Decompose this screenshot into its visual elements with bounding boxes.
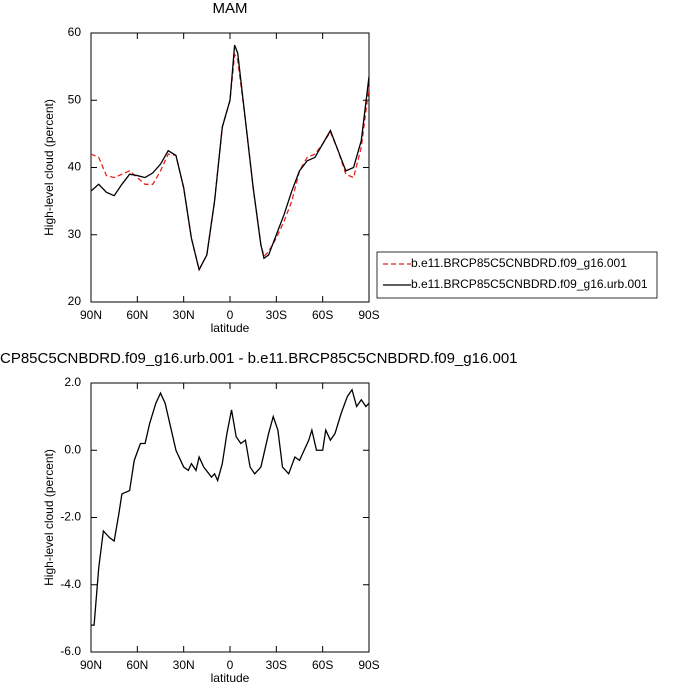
x-tick-label: 30N bbox=[173, 658, 195, 672]
y-tick-label: 40 bbox=[68, 160, 82, 174]
x-tick-label: 60N bbox=[126, 658, 148, 672]
x-tick-label: 30S bbox=[266, 308, 287, 322]
legend-box bbox=[376, 251, 658, 299]
x-tick-label: 90S bbox=[358, 308, 379, 322]
plot-frame bbox=[90, 32, 370, 303]
x-axis-label: latitude bbox=[211, 671, 250, 685]
x-tick-label: 0 bbox=[227, 658, 234, 672]
data-line bbox=[90, 44, 370, 272]
chart-title: MAM bbox=[213, 0, 248, 17]
y-axis-label: High-level cloud (percent) bbox=[42, 449, 56, 586]
y-tick-label: 0.0 bbox=[64, 442, 81, 456]
data-line bbox=[91, 388, 370, 626]
y-tick-label: -4.0 bbox=[60, 577, 81, 591]
y-tick-label: -6.0 bbox=[60, 644, 81, 658]
legend-label: b.e11.BRCP85C5CNBDRD.f09_g16.urb.001 bbox=[411, 277, 648, 291]
y-tick-label: 30 bbox=[68, 227, 82, 241]
x-tick-label: 60N bbox=[126, 308, 148, 322]
y-tick-label: -2.0 bbox=[60, 510, 81, 524]
chart-title: CP85C5CNBDRD.f09_g16.urb.001 - b.e11.BRC… bbox=[0, 350, 518, 367]
x-tick-label: 60S bbox=[312, 308, 333, 322]
x-axis-label: latitude bbox=[211, 321, 250, 335]
y-tick-label: 50 bbox=[68, 92, 82, 106]
data-line bbox=[90, 52, 370, 272]
x-tick-label: 90N bbox=[80, 308, 102, 322]
x-tick-label: 60S bbox=[312, 658, 333, 672]
plot-frame bbox=[90, 382, 370, 653]
x-tick-label: 90N bbox=[80, 658, 102, 672]
y-tick-label: 20 bbox=[68, 294, 82, 308]
x-tick-label: 30N bbox=[173, 308, 195, 322]
legend-label: b.e11.BRCP85C5CNBDRD.f09_g16.001 bbox=[411, 256, 627, 270]
y-tick-label: 2.0 bbox=[64, 375, 81, 389]
y-axis-label: High-level cloud (percent) bbox=[42, 99, 56, 236]
y-tick-label: 60 bbox=[68, 25, 82, 39]
x-tick-label: 90S bbox=[358, 658, 379, 672]
x-tick-label: 0 bbox=[227, 308, 234, 322]
x-tick-label: 30S bbox=[266, 658, 287, 672]
